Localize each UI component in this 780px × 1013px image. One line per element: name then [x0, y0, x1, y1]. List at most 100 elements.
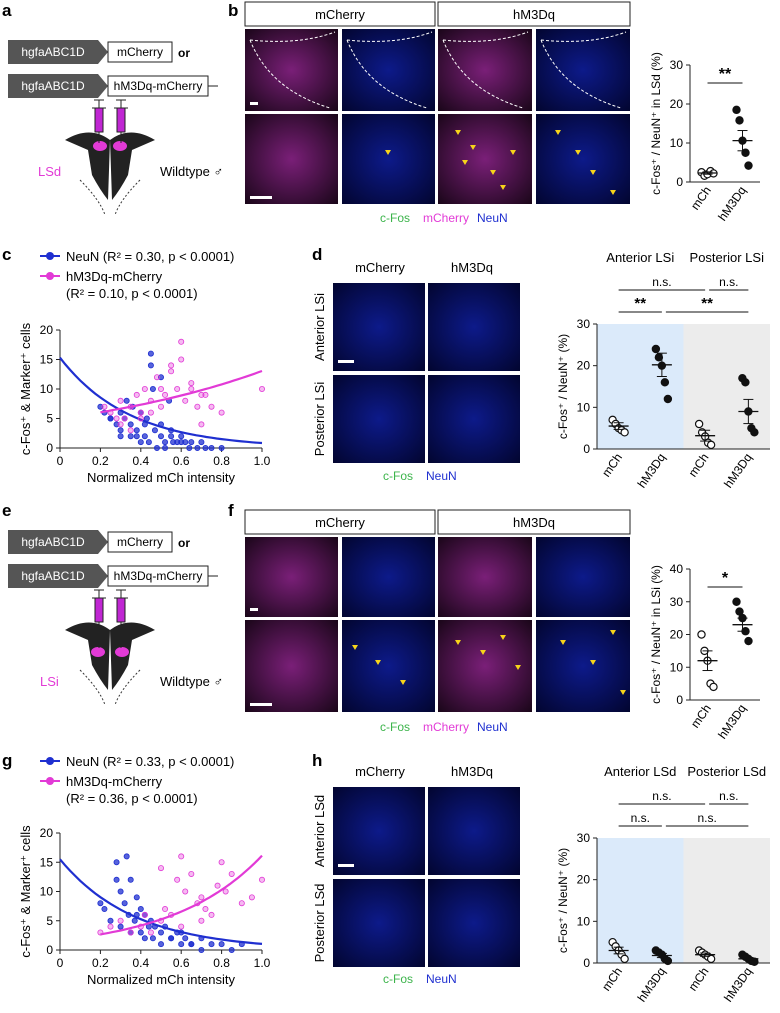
fit-curve: [59, 357, 263, 445]
x-tick-label: hM3Dq: [721, 965, 755, 1005]
micrograph-d-2: [428, 283, 520, 371]
data-point: [178, 338, 185, 345]
sig-label: n.s.: [652, 789, 671, 803]
data-point: [157, 374, 164, 381]
data-point: [137, 439, 144, 446]
data-point: [133, 391, 140, 398]
data-point: [198, 947, 205, 954]
data-point: [194, 403, 201, 410]
data-point: [113, 415, 120, 422]
brain-injection-diagram-e: [65, 589, 155, 706]
data-point: [141, 911, 148, 918]
x-tick-label: mCh: [686, 965, 712, 994]
brain-injection-diagram: [65, 99, 155, 216]
data-point: [157, 385, 164, 392]
micrograph-b-5: [245, 114, 338, 204]
data-point: [218, 444, 225, 451]
region-label-e: LSi: [40, 674, 59, 689]
legend-cfos-f: c-Fos: [380, 720, 410, 734]
y-tick-label: 20: [40, 826, 54, 840]
data-point: [127, 433, 134, 440]
data-point: [113, 876, 120, 883]
data-point: [258, 876, 265, 883]
panel-g: g NeuN (R² = 0.33, p < 0.0001) hM3Dq-mCh…: [2, 751, 271, 987]
mouse-label-e: Wildtype ♂: [160, 674, 223, 689]
shade-posterior: [683, 838, 770, 963]
title-posterior: Posterior LSi: [690, 250, 765, 265]
micrograph-h-1: [333, 787, 425, 875]
data-point: [131, 917, 138, 924]
y-axis-label: c-Fos⁺ & Marker⁺ cells: [18, 322, 33, 455]
micrograph-b-3: [438, 29, 532, 111]
data-point: [218, 409, 225, 416]
data-point: [744, 161, 753, 170]
micrograph-b-4: [536, 29, 630, 111]
y-tick-label: 40: [670, 562, 684, 576]
data-point: [147, 929, 154, 936]
fit-curve: [59, 858, 263, 945]
data-point: [178, 439, 185, 446]
data-point: [147, 362, 154, 369]
x-tick-label: mCh: [688, 702, 714, 731]
y-tick-label: 10: [40, 382, 54, 396]
panel-letter-f: f: [228, 501, 234, 520]
promoter-label-1: hgfaABC1D: [21, 45, 85, 59]
y-tick-label: 15: [40, 855, 54, 869]
data-point: [208, 911, 215, 918]
y-tick-label: 30: [670, 595, 684, 609]
panel-b: b mCherry hM3Dq c-Fos mCherry NeuN 0 10 20…: [228, 1, 760, 225]
y-axis-label: c-Fos⁺ & Marker⁺ cells: [18, 825, 33, 958]
data-point: [162, 391, 169, 398]
fit-curve: [100, 369, 263, 414]
x-tick-label: 0: [57, 956, 64, 970]
x-tick-label: 0.2: [92, 956, 109, 970]
data-point: [97, 403, 104, 410]
data-point: [741, 378, 750, 387]
panel-letter-e: e: [2, 501, 11, 520]
construct-label-1: mCherry: [117, 45, 163, 59]
micrograph-b-1: [245, 29, 338, 111]
legend-neun-g: NeuN (R² = 0.33, p < 0.0001): [66, 754, 234, 769]
y-tick-label: 20: [40, 323, 54, 337]
data-point: [174, 876, 181, 883]
chart-g: 0 5 10 15 20 0 0.2 0.4 0.6 0.8 1.0 Normalized mCh i…: [18, 825, 271, 987]
x-tick-label: 0: [57, 454, 64, 468]
panel-letter-b: b: [228, 1, 238, 20]
panel-e: e hgfaABC1D mCherry or hgfaABC1D hM3Dq-m…: [2, 501, 223, 706]
y-tick-label: 30: [670, 58, 684, 72]
panel-letter-d: d: [312, 245, 322, 264]
data-point: [208, 444, 215, 451]
chart-c: 0 5 10 15 20 0 0.2 0.4 0.6 0.8 1.0 Normalized mCh i…: [18, 322, 271, 485]
title-anterior: Anterior LSi: [606, 250, 674, 265]
y-tick-label: 20: [670, 628, 684, 642]
y-tick-label: 30: [577, 317, 591, 331]
scale-bar-b-1: [250, 102, 258, 105]
sig-label: **: [719, 66, 732, 83]
y-tick-label: 10: [670, 660, 684, 674]
data-point: [228, 947, 235, 954]
y-tick-label: 10: [670, 136, 684, 150]
micrograph-d-4: [428, 375, 520, 463]
data-point: [214, 882, 221, 889]
micrograph-d-1: [333, 283, 425, 371]
data-point: [157, 403, 164, 410]
region-outline-b-1: [249, 31, 336, 109]
x-tick-label: hM3Dq: [721, 451, 755, 491]
data-point: [117, 433, 124, 440]
data-point: [182, 935, 189, 942]
panel-letter-h: h: [312, 751, 322, 770]
data-point: [198, 894, 205, 901]
promoter-label-2: hgfaABC1D: [21, 79, 85, 93]
construct-label-e1: mCherry: [117, 535, 163, 549]
x-tick-label: mCh: [686, 451, 712, 480]
x-tick-label: 0.6: [173, 956, 190, 970]
data-point: [123, 853, 130, 860]
y-tick-label: 0: [46, 943, 53, 957]
data-point: [178, 356, 185, 363]
x-tick-label: mCh: [599, 451, 625, 480]
panel-letter-c: c: [2, 245, 11, 264]
data-point: [117, 427, 124, 434]
sig-label: **: [634, 295, 646, 312]
data-point: [620, 428, 629, 437]
y-tick-label: 10: [577, 914, 591, 928]
